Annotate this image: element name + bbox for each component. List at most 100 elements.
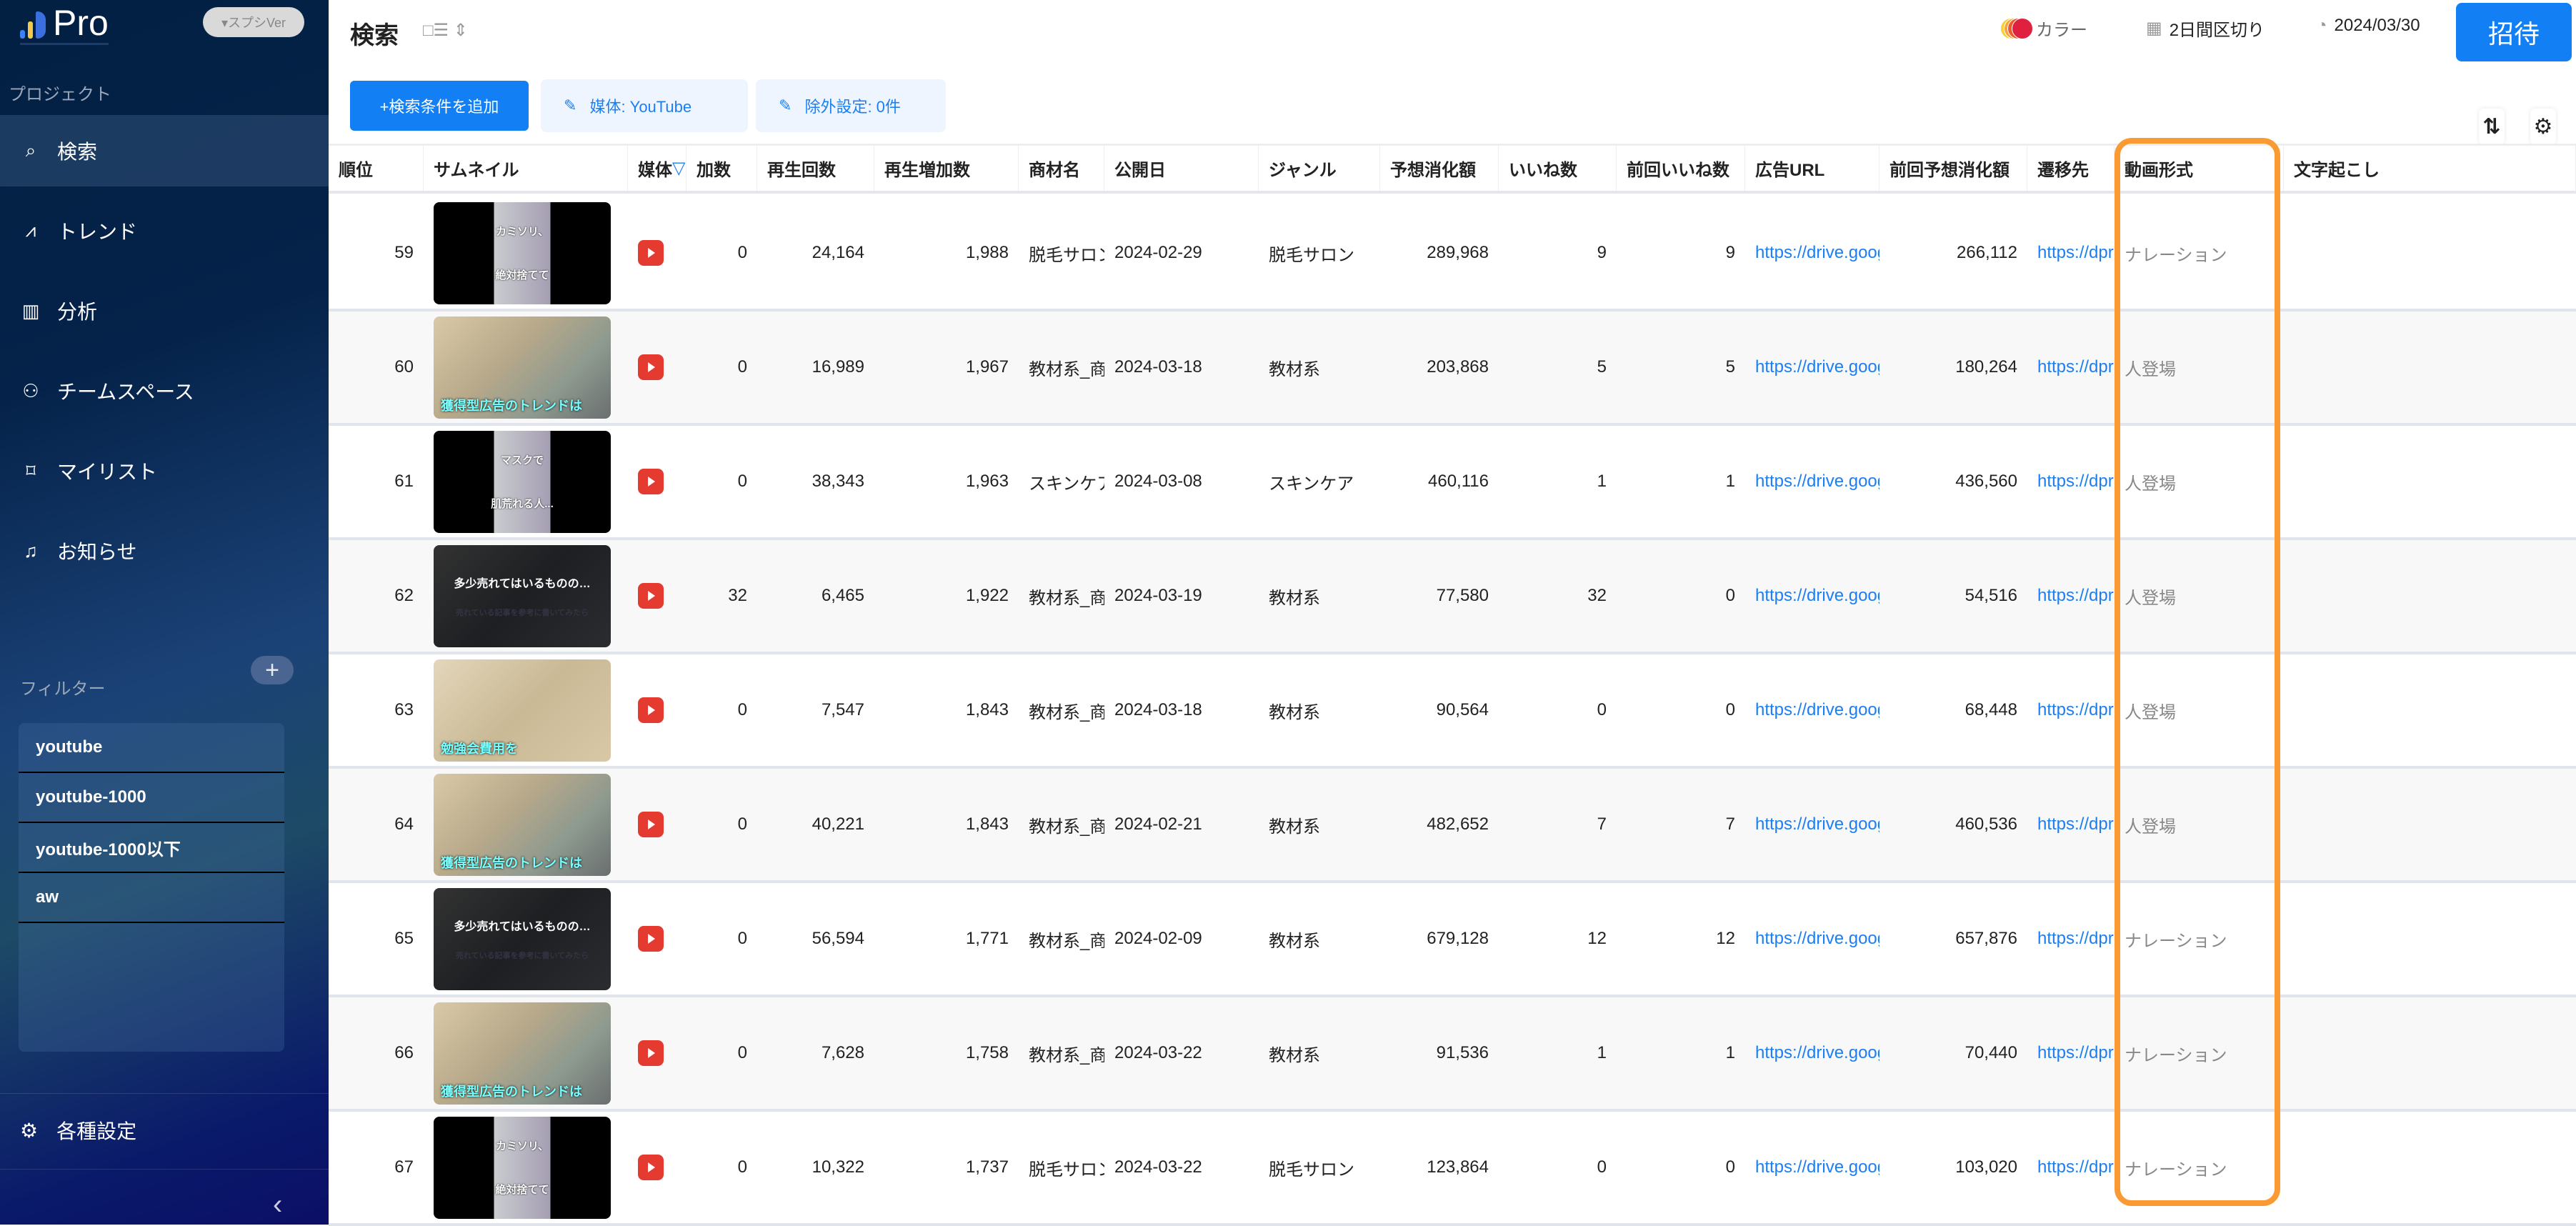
cell-inc: 1,963 — [874, 426, 1019, 537]
thumbnail-image[interactable]: マスクで 肌荒れる人... — [434, 430, 611, 533]
column-header[interactable]: 文字起こし — [2284, 146, 2576, 191]
cell-dest[interactable]: https://dpr — [2027, 654, 2115, 766]
filter-item[interactable]: youtube-1000以下 — [19, 823, 284, 873]
cell-dest[interactable]: https://dpr — [2027, 197, 2115, 309]
add-condition-button[interactable]: +検索条件を追加 — [350, 81, 529, 131]
cell-dest[interactable]: https://dpr — [2027, 426, 2115, 537]
collapse-sidebar-icon[interactable]: ‹ — [273, 1189, 283, 1220]
thumbnail-image[interactable]: 獲得型広告のトレンドは — [434, 1002, 611, 1105]
column-header[interactable]: サムネイル — [424, 146, 628, 191]
cell-dest[interactable]: https://dpr — [2027, 997, 2115, 1109]
filter-item[interactable]: aw — [19, 873, 284, 923]
column-header[interactable]: 加数 — [687, 146, 757, 191]
cell-likes: 7 — [1499, 769, 1617, 880]
sidebar-item[interactable]: ⩘ トレンド — [0, 195, 329, 266]
thumbnail-image[interactable]: カミソリ、 絶対捨てて — [434, 1116, 611, 1219]
column-header[interactable]: 動画形式 — [2115, 146, 2284, 191]
settings-link[interactable]: ⚙ 各種設定 — [20, 1116, 136, 1145]
column-header[interactable]: 前回いいね数 — [1617, 146, 1745, 191]
cell-url[interactable]: https://drive.goog — [1745, 654, 1879, 766]
cell-url[interactable]: https://drive.goog — [1745, 197, 1879, 309]
view-toggle[interactable]: □☰ ⇕ — [423, 21, 468, 40]
cell-url[interactable]: https://drive.goog — [1745, 883, 1879, 995]
cell-prev_likes: 1 — [1617, 426, 1745, 537]
cell-thumbnail[interactable]: カミソリ、 絶対捨てて — [424, 1112, 628, 1223]
thumbnail-image[interactable]: 多少売れてはいるものの… 売れている記事を参考に書いてみたら — [434, 887, 611, 990]
thumbnail-image[interactable]: 獲得型広告のトレンドは — [434, 773, 611, 876]
logo[interactable]: Pro — [20, 5, 109, 45]
table-row[interactable]: 65 多少売れてはいるものの… 売れている記事を参考に書いてみたら 0 56,594 1,… — [329, 883, 2576, 997]
thumbnail-image[interactable]: 勉強会費用を — [434, 659, 611, 762]
sort-button[interactable]: ⇅ — [2479, 109, 2505, 144]
column-header[interactable]: 再生増加数 — [874, 146, 1019, 191]
column-header[interactable]: 媒体 ▽ — [628, 146, 687, 191]
cell-add: 0 — [687, 1112, 757, 1223]
cell-value: 657,876 — [1955, 929, 2017, 948]
media-filter-chip[interactable]: ✎ 媒体: YouTube — [541, 79, 748, 132]
table-row[interactable]: 66 獲得型広告のトレンドは 0 7,628 1,758 教材系_商 2024-03-22 教… — [329, 997, 2576, 1112]
cell-thumbnail[interactable]: マスクで 肌荒れる人... — [424, 426, 628, 537]
cell-url[interactable]: https://drive.goog — [1745, 540, 1879, 652]
table-row[interactable]: 67 カミソリ、絶対捨てて 0 10,322 1,737 脱毛サロン 2024-03-22 脱… — [329, 1112, 2576, 1226]
table-settings-button[interactable]: ⚙ — [2530, 109, 2556, 144]
column-header[interactable]: 広告URL — [1745, 146, 1879, 191]
column-header[interactable]: 前回予想消化額 — [1879, 146, 2027, 191]
cell-value: https://dpr — [2037, 700, 2114, 719]
table-row[interactable]: 59 カミソリ、絶対捨てて 0 24,164 1,988 脱毛サロン 2024-02-29 脱… — [329, 197, 2576, 312]
cell-value: 教材系_商 — [1029, 1045, 1104, 1065]
cell-dest[interactable]: https://dpr — [2027, 312, 2115, 423]
invite-button[interactable]: 招待 — [2456, 3, 2572, 61]
sidebar-item[interactable]: ♫ お知らせ — [0, 515, 329, 587]
filter-item[interactable]: youtube — [19, 723, 284, 773]
cell-url[interactable]: https://drive.goog — [1745, 997, 1879, 1109]
cell-dest[interactable]: https://dpr — [2027, 883, 2115, 995]
cell-url[interactable]: https://drive.goog — [1745, 1112, 1879, 1223]
thumbnail-image[interactable]: 多少売れてはいるものの… 売れている記事を参考に書いてみたら — [434, 544, 611, 647]
table-row[interactable]: 60 獲得型広告のトレンドは 0 16,989 1,967 教材系_商 2024-03-18… — [329, 312, 2576, 426]
cell-value: 1,843 — [965, 700, 1009, 719]
cell-dest[interactable]: https://dpr — [2027, 1112, 2115, 1223]
column-header[interactable]: ジャンル — [1259, 146, 1380, 191]
column-header[interactable]: 予想消化額 — [1380, 146, 1499, 191]
filter-item[interactable]: youtube-1000 — [19, 773, 284, 823]
thumbnail-image[interactable]: 獲得型広告のトレンドは — [434, 316, 611, 419]
cell-url[interactable]: https://drive.goog — [1745, 426, 1879, 537]
sidebar-item[interactable]: ⌑ マイリスト — [0, 435, 329, 507]
column-header[interactable]: 商材名 — [1019, 146, 1104, 191]
cell-dest[interactable]: https://dpr — [2027, 769, 2115, 880]
column-header[interactable]: 順位 — [329, 146, 424, 191]
column-header[interactable]: いいね数 — [1499, 146, 1617, 191]
date-selector[interactable]: ◔ 2024/03/30 — [2317, 16, 2420, 36]
table-row[interactable]: 64 獲得型広告のトレンドは 0 40,221 1,843 教材系_商 2024-02-21… — [329, 769, 2576, 883]
sidebar-item[interactable]: ⌕ 検索 — [0, 115, 329, 186]
color-toggle[interactable]: カラー — [2000, 16, 2087, 41]
cell-thumbnail[interactable]: 多少売れてはいるものの… 売れている記事を参考に書いてみたら — [424, 540, 628, 652]
cell-thumbnail[interactable]: 獲得型広告のトレンドは — [424, 997, 628, 1109]
period-selector[interactable]: ▦ 2日間区切り — [2146, 16, 2265, 41]
sidebar-item[interactable]: ⚇ チームスペース — [0, 355, 329, 427]
cell-thumbnail[interactable]: 勉強会費用を — [424, 654, 628, 766]
cell-value: 10,322 — [812, 1157, 864, 1177]
filter-icon[interactable]: ▽ — [672, 159, 686, 178]
sidebar-item[interactable]: ▥ 分析 — [0, 275, 329, 347]
calendar-icon: ▦ — [2146, 19, 2162, 38]
cell-dest[interactable]: https://dpr — [2027, 540, 2115, 652]
cell-url[interactable]: https://drive.goog — [1745, 312, 1879, 423]
table-row[interactable]: 63 勉強会費用を 0 7,547 1,843 教材系_商 2024-03-18 教材系 90,… — [329, 654, 2576, 769]
column-header[interactable]: 再生回数 — [757, 146, 874, 191]
cell-thumbnail[interactable]: 獲得型広告のトレンドは — [424, 769, 628, 880]
thumbnail-image[interactable]: カミソリ、 絶対捨てて — [434, 201, 611, 304]
version-badge[interactable]: ▾スプシVer — [203, 7, 304, 37]
cell-url[interactable]: https://drive.goog — [1745, 769, 1879, 880]
table-row[interactable]: 62 多少売れてはいるものの… 売れている記事を参考に書いてみたら 32 6,465 1,… — [329, 540, 2576, 654]
column-header[interactable]: 遷移先 — [2027, 146, 2115, 191]
cell-thumbnail[interactable]: 多少売れてはいるものの… 売れている記事を参考に書いてみたら — [424, 883, 628, 995]
add-filter-button[interactable]: + — [251, 656, 294, 684]
cell-thumbnail[interactable]: 獲得型広告のトレンドは — [424, 312, 628, 423]
column-header[interactable]: 公開日 — [1104, 146, 1259, 191]
exclude-settings-chip[interactable]: ✎ 除外設定: 0件 — [756, 79, 946, 132]
cell-value: https://drive.goog — [1755, 1043, 1879, 1062]
cell-thumbnail[interactable]: カミソリ、 絶対捨てて — [424, 197, 628, 309]
cell-value: 2024-02-09 — [1114, 929, 1202, 948]
